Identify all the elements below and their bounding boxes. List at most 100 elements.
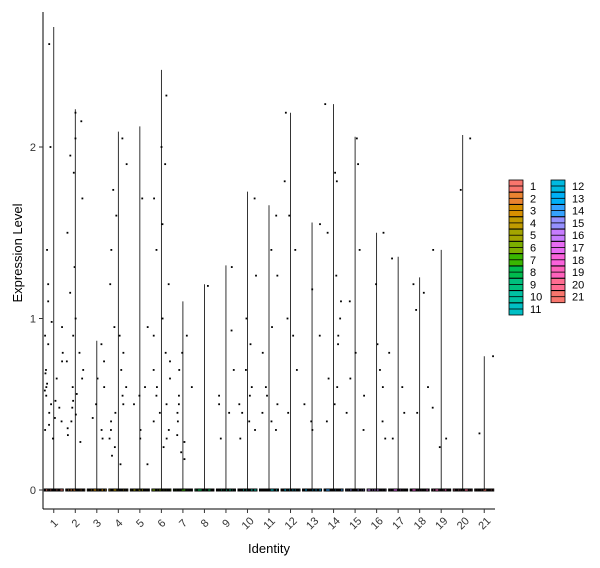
data-point — [358, 249, 361, 251]
legend-label-3: 3 — [530, 206, 536, 218]
data-point — [108, 437, 111, 440]
data-point — [293, 489, 295, 491]
data-point — [125, 163, 128, 166]
data-point — [388, 351, 391, 354]
data-point — [238, 489, 241, 491]
data-point — [190, 489, 193, 491]
data-point — [239, 437, 242, 440]
data-point — [217, 489, 220, 491]
data-point — [402, 489, 404, 491]
data-point — [162, 489, 164, 491]
data-point — [113, 446, 116, 449]
data-point — [109, 283, 112, 286]
data-point — [427, 386, 429, 388]
data-point — [421, 489, 424, 491]
data-point — [185, 489, 187, 491]
legend-entry-20: 20 — [550, 277, 584, 291]
data-point — [125, 386, 128, 388]
data-point — [409, 489, 412, 491]
legend-entry-12: 12 — [550, 179, 584, 193]
violin-group-8 — [194, 284, 215, 492]
data-point — [49, 146, 52, 148]
data-point — [252, 489, 255, 491]
data-point — [141, 197, 144, 200]
data-point — [333, 403, 336, 406]
data-point — [53, 489, 55, 491]
legend-label-5: 5 — [530, 230, 536, 242]
data-point — [240, 489, 243, 491]
data-point — [254, 429, 256, 431]
data-point — [178, 369, 181, 371]
data-point — [292, 334, 295, 337]
data-point — [457, 489, 459, 491]
data-point — [218, 403, 221, 406]
legend-entry-19: 19 — [550, 265, 584, 279]
data-point — [121, 394, 124, 397]
data-point — [136, 489, 139, 491]
data-point — [489, 489, 491, 491]
data-point — [244, 369, 247, 371]
data-point — [403, 489, 406, 491]
data-point — [164, 489, 166, 491]
data-point — [404, 489, 407, 491]
data-point — [146, 489, 148, 491]
data-point — [403, 411, 406, 414]
x-tick-label: 13 — [304, 515, 321, 532]
data-point — [339, 317, 342, 320]
data-point — [319, 223, 321, 226]
data-point — [112, 188, 115, 191]
data-point — [203, 489, 205, 491]
data-point — [103, 489, 106, 491]
data-point — [358, 489, 361, 491]
data-point — [336, 489, 339, 491]
data-point — [81, 377, 84, 380]
legend-entry-18: 18 — [550, 253, 584, 267]
data-point — [81, 197, 84, 200]
data-point — [248, 394, 251, 397]
data-point — [176, 411, 179, 414]
data-point — [271, 326, 273, 328]
data-point — [161, 489, 163, 491]
data-point — [460, 489, 463, 491]
data-point — [326, 231, 329, 234]
data-point — [296, 489, 299, 491]
data-point — [219, 437, 222, 440]
data-point — [491, 489, 494, 491]
data-point — [390, 489, 393, 491]
data-point — [398, 489, 400, 491]
data-point — [44, 429, 47, 431]
data-point — [295, 489, 298, 491]
data-point — [382, 489, 385, 491]
data-point — [245, 317, 248, 320]
data-point — [448, 489, 451, 491]
data-point — [165, 403, 168, 406]
data-point — [250, 386, 253, 388]
data-point — [55, 377, 58, 380]
data-point — [381, 420, 384, 423]
data-point — [349, 377, 352, 380]
x-tick-label: 16 — [369, 515, 386, 532]
data-point — [161, 317, 164, 320]
data-point — [248, 420, 251, 423]
data-point — [335, 489, 338, 491]
data-point — [165, 489, 167, 491]
data-point — [376, 343, 379, 346]
data-point — [308, 489, 310, 491]
x-tick-label: 7 — [177, 517, 190, 530]
data-point — [288, 214, 291, 217]
data-point — [82, 489, 85, 491]
data-point — [183, 441, 186, 443]
data-point — [348, 300, 351, 303]
data-point — [98, 489, 101, 491]
violin-group-21 — [474, 355, 495, 492]
data-point — [331, 489, 333, 491]
data-point — [478, 432, 481, 435]
x-tick-label: 15 — [347, 515, 364, 532]
data-point — [241, 411, 244, 414]
data-point — [283, 180, 286, 183]
legend-entry-3: 3 — [508, 204, 536, 218]
legend-label-8: 8 — [530, 267, 536, 279]
data-point — [122, 403, 125, 406]
data-point — [110, 249, 113, 251]
